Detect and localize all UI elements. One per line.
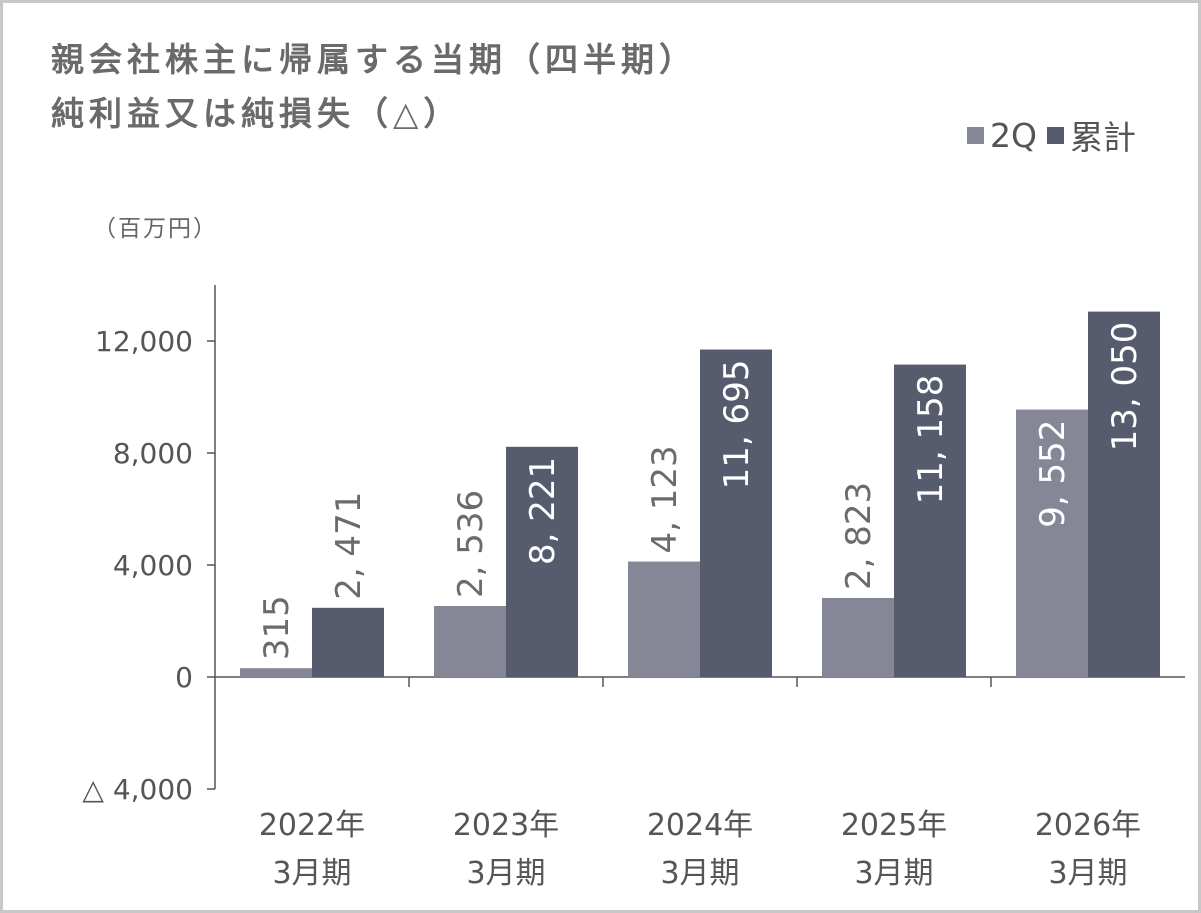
data-label: 11, 158 <box>911 375 951 505</box>
legend-swatch-cumulative <box>1047 126 1064 144</box>
data-label: 8, 221 <box>523 457 563 565</box>
x-category-label: 2023年 <box>453 808 559 843</box>
bar-2q <box>628 561 700 677</box>
data-label: 13, 050 <box>1105 322 1145 452</box>
x-category-label: 2026年 <box>1035 808 1141 843</box>
bar-cumulative <box>1088 311 1160 677</box>
y-axis-unit-label: （百万円） <box>93 216 218 242</box>
data-label: 11, 695 <box>717 360 757 490</box>
bar-cumulative <box>312 607 384 677</box>
y-tick-label: 4,000 <box>113 549 193 582</box>
x-category-label: 2022年 <box>259 808 365 843</box>
y-tick-label: 0 <box>175 661 193 694</box>
bar-2q <box>1016 409 1088 677</box>
y-tick-label: 8,000 <box>113 437 193 470</box>
bar-cumulative <box>894 364 966 677</box>
legend-label-2q: 2Q <box>990 115 1037 155</box>
data-label: 4, 123 <box>645 445 685 553</box>
chart-title-line1: 親会社株主に帰属する当期（四半期） <box>51 40 697 79</box>
bar-chart: △ 4,000 0 4,000 8,000 12,000 315 2, 471 2022年 3月… <box>82 285 1185 891</box>
bar-2q <box>240 668 312 677</box>
chart-title-line2: 純利益又は純損失（△） <box>51 94 462 133</box>
y-tick-label: △ 4,000 <box>82 773 193 806</box>
data-label: 315 <box>257 595 297 660</box>
x-category-label: 3月期 <box>272 856 351 891</box>
data-label: 9, 552 <box>1033 420 1073 528</box>
data-label: 2, 536 <box>451 490 491 598</box>
legend-swatch-2q <box>967 126 985 144</box>
data-label: 2, 471 <box>329 492 369 600</box>
bar-2q <box>822 597 894 677</box>
y-tick-label: 12,000 <box>95 325 193 358</box>
data-label: 2, 823 <box>839 482 879 590</box>
x-category-label: 3月期 <box>854 856 933 891</box>
x-category-label: 3月期 <box>660 856 739 891</box>
legend-item-2q: 2Q <box>967 116 1037 155</box>
x-category-label: 2024年 <box>647 808 753 843</box>
chart-legend: 2Q 累計 <box>967 111 1136 159</box>
x-category-label: 3月期 <box>1048 856 1127 891</box>
legend-item-cumulative: 累計 <box>1047 111 1136 159</box>
bar-cumulative <box>506 446 578 677</box>
legend-label-cumulative: 累計 <box>1070 118 1136 157</box>
bar-cumulative <box>700 349 772 677</box>
x-category-label: 3月期 <box>466 856 545 891</box>
x-category-label: 2025年 <box>841 808 947 843</box>
bar-2q <box>434 605 506 677</box>
